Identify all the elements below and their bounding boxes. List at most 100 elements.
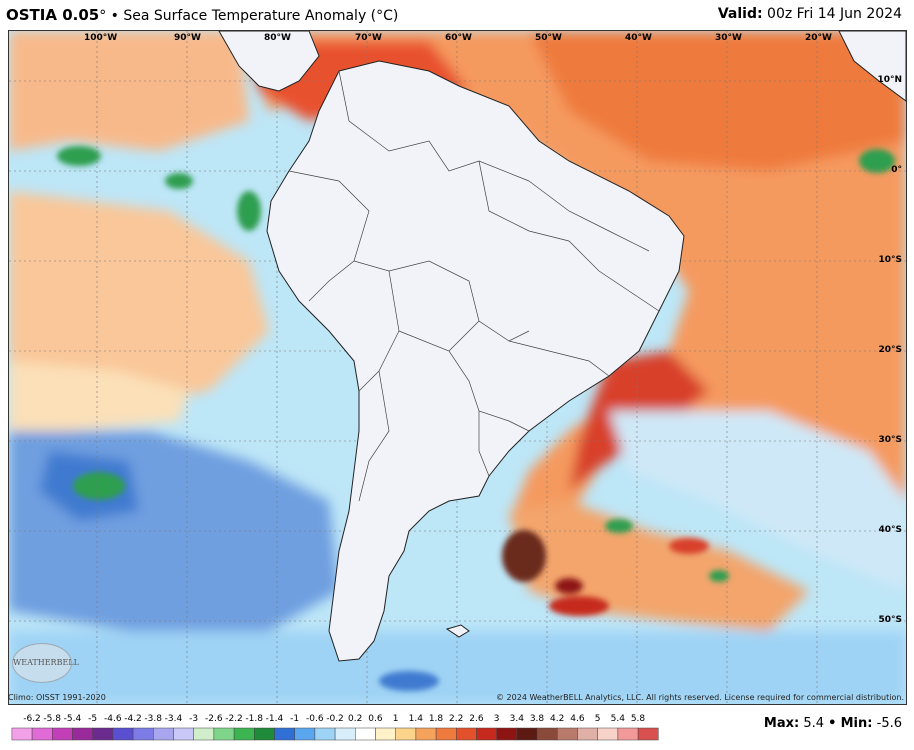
scale-swatch [557, 727, 578, 741]
lon-label: 80°W [264, 33, 291, 43]
scale-swatch [153, 727, 174, 741]
green-spot [165, 173, 193, 189]
scale-swatch [233, 727, 255, 741]
valid-time: Valid: 00z Fri 14 Jun 2024 [718, 6, 902, 22]
lon-label: 100°W [84, 33, 118, 43]
scale-tick-label: 2.2 [449, 714, 463, 724]
scale-tick-label: 1.8 [429, 714, 444, 724]
scale-swatch [72, 727, 93, 741]
scale-tick-label: -0.6 [306, 714, 324, 724]
climo-note: Climo: OISST 1991-2020 [8, 693, 106, 702]
scale-swatch [132, 727, 154, 741]
scale-tick-label: -2.2 [225, 714, 243, 724]
anomaly-field [9, 31, 906, 704]
africa-land [838, 31, 906, 102]
warm-tropical-atlantic [529, 31, 906, 171]
scale-tick-label: -1.4 [266, 714, 284, 724]
scale-swatch [456, 727, 477, 741]
min-label: Min: [840, 716, 873, 731]
scale-tick-label: 3.4 [510, 714, 525, 724]
scale-tick-label: 0.6 [368, 714, 383, 724]
green-spot [605, 519, 633, 533]
scale-swatch [52, 727, 73, 741]
scale-tick-label: 5.4 [611, 714, 626, 724]
south-america-land [266, 60, 685, 662]
lon-label: 60°W [445, 33, 472, 43]
central-america-land [218, 31, 320, 92]
scale-swatch [435, 727, 457, 741]
scale-swatch [193, 727, 215, 741]
scale-tick-label: 5.8 [631, 714, 646, 724]
product-description: ° • Sea Surface Temperature Anomaly (°C) [99, 8, 399, 24]
scale-swatch [415, 727, 437, 741]
lon-label: 20°W [805, 33, 832, 43]
scale-swatch [213, 727, 235, 741]
scale-swatch [637, 727, 659, 741]
scale-swatch [31, 727, 53, 741]
scale-tick-label: -6.2 [23, 714, 41, 724]
map-title: OSTIA 0.05° • Sea Surface Temperature An… [6, 6, 398, 24]
lat-label: 10°N [877, 75, 902, 85]
scale-tick-label: 5 [595, 714, 601, 724]
falkland-islands [445, 624, 470, 638]
scale-swatch [395, 727, 417, 741]
scale-tick-label: -4.6 [104, 714, 122, 724]
sst-anomaly-map[interactable]: 100°W 90°W 80°W 70°W 60°W 50°W 40°W 30°W… [8, 30, 907, 705]
cool-southern-ocean [9, 631, 906, 704]
country-borders [288, 70, 660, 502]
scale-tick-label: 3 [494, 714, 500, 724]
max-value: 5.4 [803, 716, 825, 731]
scale-tick-label: -1 [290, 714, 299, 724]
scale-tick-label: 0.2 [348, 714, 362, 724]
green-spot [57, 146, 101, 166]
scale-tick-label: -4.2 [124, 714, 142, 724]
scale-swatch [375, 727, 396, 741]
scale-tick-label: 4.6 [570, 714, 585, 724]
scale-swatch [314, 727, 336, 741]
scale-swatch [254, 727, 275, 741]
scale-tick-label: -3.4 [165, 714, 183, 724]
scale-swatch [617, 727, 639, 741]
lat-label: 10°S [878, 255, 902, 265]
dark-anomaly [555, 578, 583, 594]
max-min-readout: Max: 5.4 • Min: -5.6 [764, 716, 902, 731]
lat-label: 40°S [878, 525, 902, 535]
map-canvas [9, 31, 906, 704]
scale-swatch [476, 727, 497, 741]
green-spot [709, 570, 729, 582]
product-name: OSTIA 0.05 [6, 6, 100, 24]
scale-tick-label: -3 [189, 714, 198, 724]
color-scale: -6.2 -5.8 -5.4 -5 -4.6 -4.2 -3.8 -3.4 -3 -2.6 -2.2… [11, 714, 659, 741]
scale-swatch [274, 727, 295, 741]
scale-swatch [516, 727, 538, 741]
scale-tick-label: 2.6 [469, 714, 484, 724]
cool-south-atlantic [609, 411, 906, 591]
lon-label: 50°W [535, 33, 562, 43]
scale-tick-label: -5.8 [43, 714, 61, 724]
lat-label: 30°S [878, 435, 902, 445]
scale-swatch [294, 727, 316, 741]
scale-tick-label: -2.6 [205, 714, 223, 724]
min-value: -5.6 [876, 716, 902, 731]
valid-time-value: 00z Fri 14 Jun 2024 [767, 6, 902, 22]
scale-tick-label: -5 [88, 714, 97, 724]
scale-tick-label: 4.2 [550, 714, 564, 724]
green-spot [237, 191, 261, 231]
scale-swatch [92, 727, 114, 741]
separator: • [828, 716, 837, 731]
scale-swatch [597, 727, 619, 741]
dark-anomaly [502, 530, 546, 582]
warm-pacific-mid [9, 191, 269, 411]
lon-label: 70°W [355, 33, 382, 43]
lon-label: 30°W [715, 33, 742, 43]
anomaly-details [57, 146, 895, 691]
warm-pacific-north [9, 31, 249, 151]
lat-label: 0° [891, 165, 902, 175]
lon-label: 40°W [625, 33, 652, 43]
scale-swatch [496, 727, 518, 741]
warm-eddies [669, 538, 709, 554]
scale-tick-label: -1.8 [245, 714, 263, 724]
scale-tick-label: -3.8 [144, 714, 162, 724]
scale-tick-label: 3.8 [530, 714, 545, 724]
warm-eddies [549, 596, 609, 616]
